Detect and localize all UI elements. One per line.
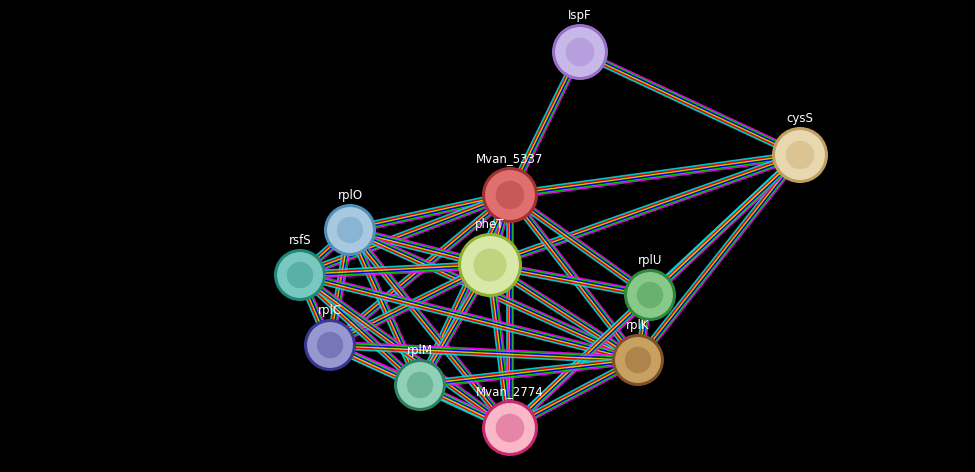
- Ellipse shape: [336, 217, 364, 243]
- Ellipse shape: [394, 359, 446, 411]
- Text: rplO: rplO: [337, 189, 363, 202]
- Text: IspF: IspF: [568, 9, 592, 22]
- Ellipse shape: [306, 321, 354, 369]
- Ellipse shape: [484, 169, 536, 221]
- Ellipse shape: [624, 269, 676, 321]
- Text: rplC: rplC: [318, 304, 342, 317]
- Text: rplM: rplM: [407, 344, 433, 357]
- Ellipse shape: [276, 251, 324, 299]
- Ellipse shape: [612, 334, 664, 386]
- Ellipse shape: [637, 282, 663, 308]
- Text: rsfS: rsfS: [289, 234, 311, 247]
- Ellipse shape: [774, 129, 826, 181]
- Ellipse shape: [554, 26, 606, 78]
- Ellipse shape: [484, 402, 536, 454]
- Ellipse shape: [458, 233, 522, 297]
- Text: Mvan_5337: Mvan_5337: [477, 152, 544, 165]
- Ellipse shape: [625, 347, 651, 373]
- Ellipse shape: [786, 141, 814, 169]
- Text: rplU: rplU: [638, 254, 662, 267]
- Text: pheT: pheT: [475, 218, 505, 231]
- Ellipse shape: [552, 24, 608, 80]
- Text: Mvan_2774: Mvan_2774: [476, 385, 544, 398]
- Ellipse shape: [474, 248, 506, 281]
- Ellipse shape: [482, 167, 538, 223]
- Ellipse shape: [772, 127, 828, 183]
- Ellipse shape: [326, 206, 374, 254]
- Ellipse shape: [317, 332, 343, 358]
- Ellipse shape: [614, 336, 662, 384]
- Ellipse shape: [304, 319, 356, 371]
- Ellipse shape: [566, 38, 595, 66]
- Ellipse shape: [396, 361, 444, 409]
- Ellipse shape: [495, 413, 525, 442]
- Ellipse shape: [482, 400, 538, 456]
- Ellipse shape: [626, 271, 674, 319]
- Ellipse shape: [274, 249, 326, 301]
- Ellipse shape: [460, 235, 520, 295]
- Text: rplK: rplK: [626, 319, 649, 332]
- Ellipse shape: [407, 372, 433, 398]
- Ellipse shape: [324, 204, 376, 256]
- Ellipse shape: [495, 181, 525, 209]
- Text: cysS: cysS: [787, 112, 813, 125]
- Ellipse shape: [287, 262, 313, 288]
